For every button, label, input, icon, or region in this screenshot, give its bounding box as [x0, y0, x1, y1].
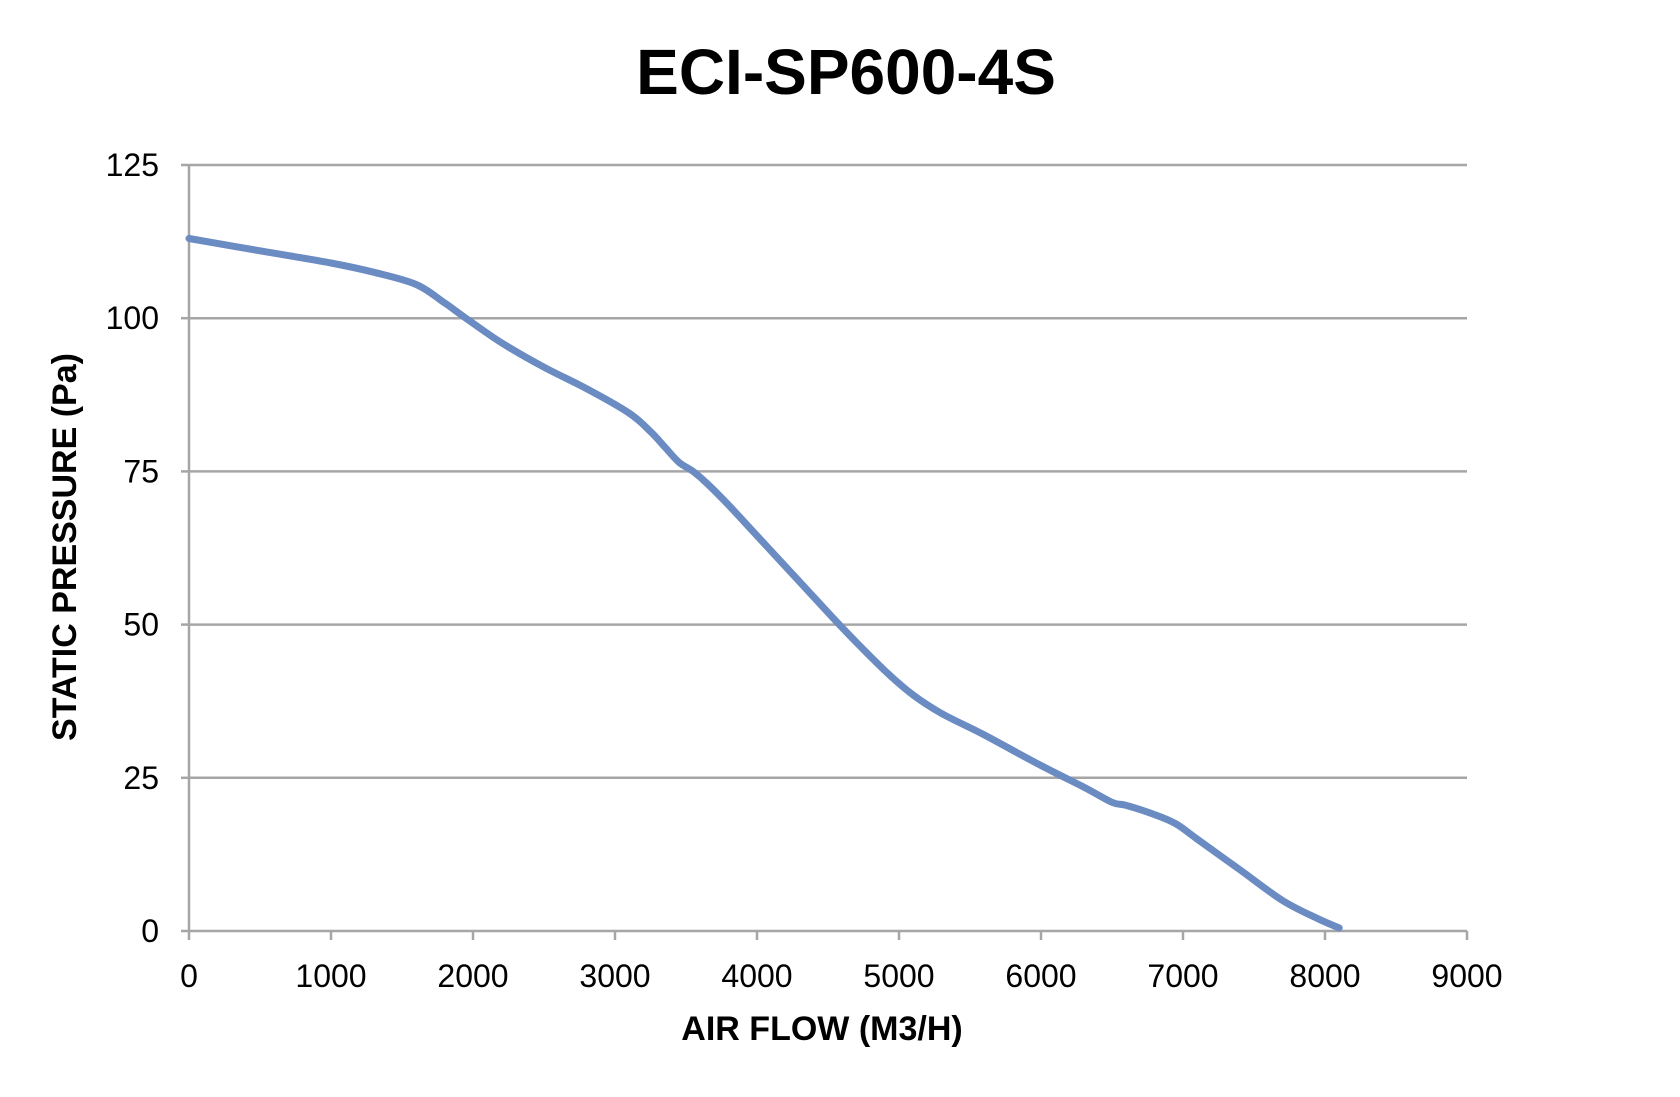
y-tick-label: 125: [106, 147, 159, 183]
y-tick-label: 25: [123, 760, 159, 796]
x-tick-label: 0: [180, 958, 198, 994]
x-tick-label: 7000: [1147, 958, 1218, 994]
y-tick-label: 50: [123, 607, 159, 643]
x-tick-label: 5000: [863, 958, 934, 994]
axes: [181, 163, 1469, 940]
x-tick-label: 3000: [579, 958, 650, 994]
y-axis-title: STATIC PRESSURE (Pa): [46, 353, 84, 741]
series-line-0: [185, 235, 1343, 932]
y-tick-label: 100: [106, 300, 159, 336]
y-tick-label: 75: [123, 453, 159, 489]
x-tick-label: 8000: [1289, 958, 1360, 994]
x-tick-label: 4000: [721, 958, 792, 994]
x-tick-label: 1000: [295, 958, 366, 994]
x-tick-label: 2000: [437, 958, 508, 994]
chart-title: ECI-SP600-4S: [636, 36, 1056, 108]
gridlines: [189, 163, 1467, 780]
series-layer: [185, 235, 1343, 932]
x-tick-label: 6000: [1005, 958, 1076, 994]
tick-labels: 0 25 50 75 100 125 0 1000 2000 3000 4000 5000 6000 70…: [106, 147, 1503, 994]
x-tick-label: 9000: [1431, 958, 1502, 994]
x-axis-title: AIR FLOW (M3/H): [681, 1010, 962, 1048]
y-tick-label: 0: [141, 913, 159, 949]
